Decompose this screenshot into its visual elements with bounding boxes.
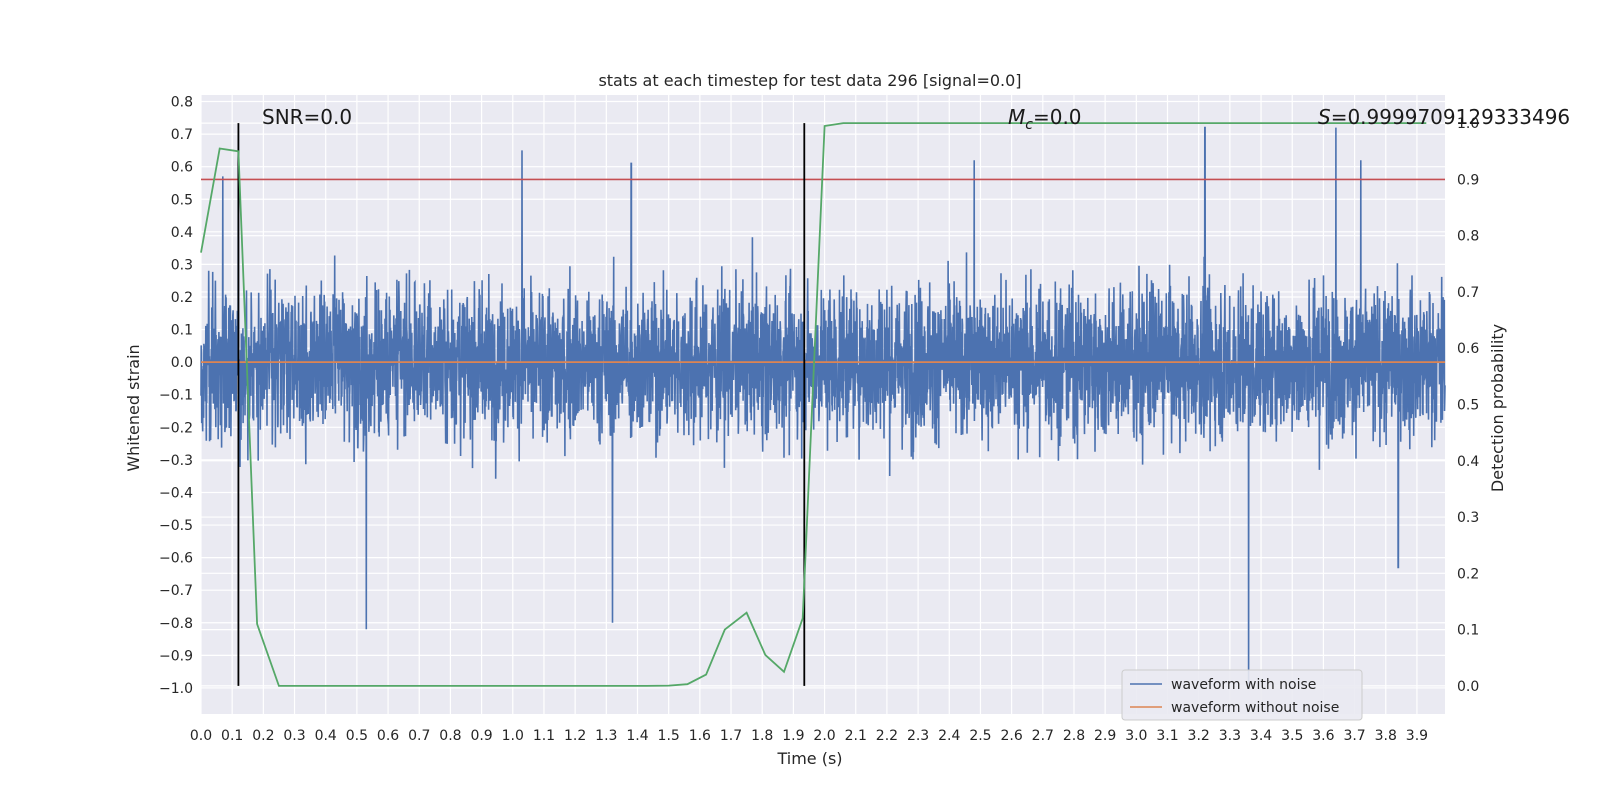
legend: waveform with noise waveform without noi… <box>1121 669 1363 721</box>
y-axis-label: Whitened strain <box>124 344 143 471</box>
y-tick-label: −0.5 <box>159 518 193 534</box>
x-tick-label: 3.5 <box>1281 728 1303 744</box>
x-tick-label: 1.9 <box>782 728 804 744</box>
y2-tick-label: 0.0 <box>1457 679 1479 695</box>
x-tick-label: 1.2 <box>564 728 586 744</box>
x-tick-label: 2.7 <box>1032 728 1054 744</box>
legend-label-waveform-with-noise: waveform with noise <box>1171 677 1316 693</box>
x-tick-label: 3.6 <box>1312 728 1334 744</box>
y-tick-label: 0.7 <box>171 127 193 143</box>
x-tick-label: 0.1 <box>221 728 243 744</box>
x-tick-label: 3.7 <box>1343 728 1365 744</box>
y2-tick-label: 0.6 <box>1457 341 1479 357</box>
x-tick-label: 0.9 <box>470 728 492 744</box>
x-axis-label: Time (s) <box>776 749 842 768</box>
y-tick-label: 0.5 <box>171 192 193 208</box>
y-tick-label: −0.1 <box>159 388 193 404</box>
y2-tick-label: 0.5 <box>1457 398 1479 414</box>
x-tick-label: 2.4 <box>938 728 960 744</box>
y2-tick-label: 1.0 <box>1457 116 1479 132</box>
s-symbol: S <box>1318 105 1331 129</box>
y-tick-label: −1.0 <box>159 681 193 697</box>
y-tick-label: 0.2 <box>171 290 193 306</box>
noise-trace <box>200 126 1446 688</box>
y-tick-label: 0.4 <box>171 225 193 241</box>
x-tick-label: 2.6 <box>1000 728 1022 744</box>
x-tick-label: 3.4 <box>1250 728 1272 744</box>
x-tick-label: 2.9 <box>1094 728 1116 744</box>
x-tick-label: 2.5 <box>969 728 991 744</box>
y-tick-label: 0.8 <box>171 95 193 111</box>
y2-axis-ticks: 1.0 0.9 0.8 0.7 0.6 0.5 0.4 0.3 0.2 0.1 0.0 <box>1457 116 1479 695</box>
x-tick-label: 3.0 <box>1125 728 1147 744</box>
y-tick-label: −0.8 <box>159 616 193 632</box>
y-tick-label: −0.4 <box>159 485 193 501</box>
y2-tick-label: 0.1 <box>1457 623 1479 639</box>
y-tick-label: 0.6 <box>171 160 193 176</box>
x-tick-label: 3.1 <box>1156 728 1178 744</box>
y2-axis-label: Detection probability <box>1488 324 1507 492</box>
x-tick-label: 0.2 <box>252 728 274 744</box>
y2-tick-label: 0.4 <box>1457 454 1479 470</box>
x-tick-label: 2.8 <box>1063 728 1085 744</box>
x-tick-label: 2.1 <box>845 728 867 744</box>
chart-title: stats at each timestep for test data 296… <box>598 71 1021 90</box>
y-tick-label: −0.2 <box>159 420 193 436</box>
y-tick-label: −0.9 <box>159 648 193 664</box>
x-tick-label: 3.3 <box>1219 728 1241 744</box>
x-tick-label: 0.5 <box>346 728 368 744</box>
s-value: =0.9999709129333496 <box>1331 105 1570 129</box>
x-tick-label: 2.0 <box>813 728 835 744</box>
x-tick-label: 0.0 <box>190 728 212 744</box>
x-tick-label: 1.4 <box>626 728 648 744</box>
y2-tick-label: 0.9 <box>1457 172 1479 188</box>
x-tick-label: 2.2 <box>876 728 898 744</box>
y2-tick-label: 0.2 <box>1457 566 1479 582</box>
x-tick-label: 3.8 <box>1375 728 1397 744</box>
x-tick-label: 1.1 <box>533 728 555 744</box>
y-tick-label: 0.0 <box>171 355 193 371</box>
mc-annotation: Mc=0.0 <box>1008 105 1082 133</box>
y2-tick-label: 0.8 <box>1457 229 1479 245</box>
x-tick-label: 0.8 <box>439 728 461 744</box>
y2-tick-label: 0.3 <box>1457 510 1479 526</box>
mc-symbol: M <box>1008 105 1025 129</box>
x-tick-label: 0.3 <box>283 728 305 744</box>
x-tick-label: 1.8 <box>751 728 773 744</box>
x-tick-label: 0.7 <box>408 728 430 744</box>
x-tick-label: 1.5 <box>658 728 680 744</box>
s-annotation: S=0.9999709129333496 <box>1318 105 1570 129</box>
snr-annotation: SNR=0.0 <box>262 105 352 129</box>
x-tick-label: 3.2 <box>1188 728 1210 744</box>
series-detection-probability <box>200 122 1427 687</box>
x-tick-label: 0.4 <box>315 728 337 744</box>
x-tick-label: 1.3 <box>595 728 617 744</box>
y-tick-label: 0.3 <box>171 257 193 273</box>
y-tick-label: −0.7 <box>159 583 193 599</box>
y-tick-label: −0.3 <box>159 453 193 469</box>
x-tick-label: 2.3 <box>907 728 929 744</box>
x-tick-label: 1.7 <box>720 728 742 744</box>
x-axis-ticks: 0.0 0.1 0.2 0.3 0.4 0.5 0.6 0.7 0.8 0.9 1.0 1.1 1.2 1… <box>190 728 1428 744</box>
x-tick-label: 0.6 <box>377 728 399 744</box>
x-tick-label: 1.0 <box>502 728 524 744</box>
series-waveform-with-noise <box>200 126 1446 688</box>
y-tick-label: 0.1 <box>171 323 193 339</box>
mc-value: =0.0 <box>1033 105 1082 129</box>
x-tick-label: 3.9 <box>1406 728 1428 744</box>
mc-subscript: c <box>1025 117 1033 133</box>
y-tick-label: −0.6 <box>159 551 193 567</box>
y-axis-ticks: 0.8 0.7 0.6 0.5 0.4 0.3 0.2 0.1 0.0 −0.1 −0.2 −0.3 −… <box>159 95 193 697</box>
y2-tick-label: 0.7 <box>1457 285 1479 301</box>
x-tick-label: 1.6 <box>689 728 711 744</box>
legend-label-waveform-without-noise: waveform without noise <box>1171 700 1339 716</box>
